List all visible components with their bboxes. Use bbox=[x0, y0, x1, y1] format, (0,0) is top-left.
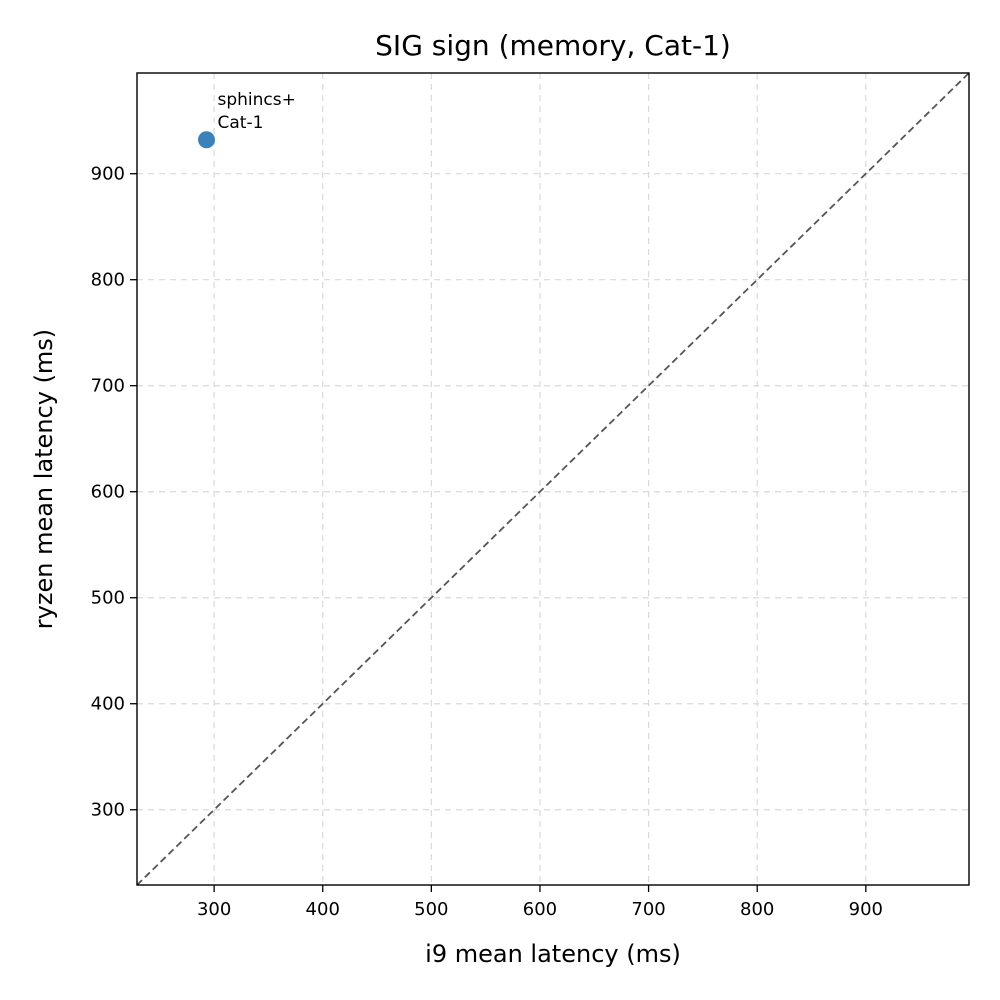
x-tick-label: 700 bbox=[631, 899, 665, 920]
x-axis-ticks: 300 400 500 600 700 800 900 bbox=[197, 885, 883, 920]
x-tick-label: 600 bbox=[523, 899, 557, 920]
x-axis-label: i9 mean latency (ms) bbox=[425, 940, 681, 968]
grid-lines bbox=[137, 73, 969, 885]
data-point bbox=[198, 131, 216, 149]
data-points: sphincs+ Cat-1 bbox=[198, 90, 296, 149]
y-tick-label: 400 bbox=[91, 694, 125, 715]
point-annotation-line1: sphincs+ bbox=[218, 90, 296, 110]
y-tick-label: 300 bbox=[91, 800, 125, 821]
y-tick-label: 900 bbox=[91, 164, 125, 185]
y-tick-label: 800 bbox=[91, 270, 125, 291]
plot-frame bbox=[136, 72, 970, 886]
x-tick-label: 500 bbox=[414, 899, 448, 920]
x-tick-label: 800 bbox=[740, 899, 774, 920]
x-tick-label: 300 bbox=[197, 899, 231, 920]
y-tick-label: 700 bbox=[91, 376, 125, 397]
reference-line bbox=[136, 72, 970, 886]
y-tick-label: 500 bbox=[91, 588, 125, 609]
y-tick-label: 600 bbox=[91, 482, 125, 503]
chart-title: SIG sign (memory, Cat-1) bbox=[375, 29, 731, 62]
x-tick-label: 900 bbox=[849, 899, 883, 920]
x-tick-label: 400 bbox=[306, 899, 340, 920]
y-axis-ticks: 300 400 500 600 700 800 900 bbox=[91, 164, 137, 821]
reference-line-group bbox=[136, 72, 970, 886]
point-annotation-line2: Cat-1 bbox=[218, 113, 264, 133]
y-axis-label: ryzen mean latency (ms) bbox=[30, 329, 58, 629]
